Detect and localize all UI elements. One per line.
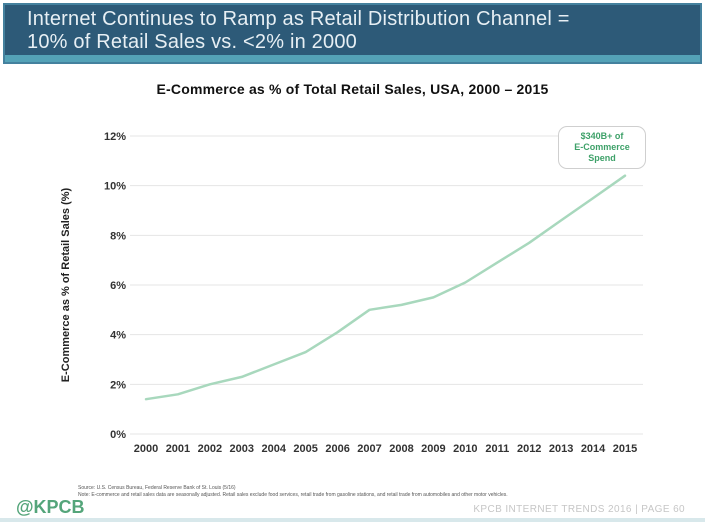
x-tick-label: 2004 xyxy=(261,443,286,455)
x-tick-label: 2003 xyxy=(230,443,254,455)
x-tick-label: 2006 xyxy=(325,443,349,455)
slide-header: Internet Continues to Ramp as Retail Dis… xyxy=(3,3,702,64)
y-tick-label: 2% xyxy=(110,379,126,391)
kpcb-logo: @KPCB xyxy=(16,497,85,517)
y-tick-label: 6% xyxy=(110,280,126,292)
x-tick-label: 2001 xyxy=(166,443,190,455)
annotation-callout: $340B+ of E-Commerce Spend xyxy=(558,126,646,169)
y-tick-label: 0% xyxy=(110,429,126,441)
source-line: Source: U.S. Census Bureau, Federal Rese… xyxy=(78,485,236,491)
header-accent-strip xyxy=(5,55,700,62)
x-tick-label: 2010 xyxy=(453,443,477,455)
y-tick-label: 8% xyxy=(110,230,126,242)
x-tick-label: 2002 xyxy=(198,443,222,455)
x-tick-label: 2012 xyxy=(517,443,541,455)
x-tick-label: 2000 xyxy=(134,443,158,455)
y-tick-label: 10% xyxy=(104,181,126,193)
x-tick-label: 2015 xyxy=(613,443,637,455)
x-tick-label: 2014 xyxy=(581,443,606,455)
x-tick-label: 2008 xyxy=(389,443,413,455)
y-tick-label: 4% xyxy=(110,330,126,342)
x-tick-label: 2007 xyxy=(357,443,381,455)
x-tick-label: 2013 xyxy=(549,443,573,455)
ecommerce-series-line xyxy=(144,174,627,401)
y-tick-label: 12% xyxy=(104,131,126,143)
footer-page-info: KPCB INTERNET TRENDS 2016 | PAGE 60 xyxy=(473,504,685,515)
note-line: Note: E-commerce and retail sales data a… xyxy=(78,492,508,498)
source-note: Source: U.S. Census Bureau, Federal Rese… xyxy=(78,485,558,499)
chart-title: E-Commerce as % of Total Retail Sales, U… xyxy=(156,81,549,97)
x-tick-label: 2005 xyxy=(293,443,317,455)
x-tick-label: 2009 xyxy=(421,443,445,455)
bottom-accent-strip xyxy=(0,518,705,522)
slide-title: Internet Continues to Ramp as Retail Dis… xyxy=(27,8,570,53)
x-tick-label: 2011 xyxy=(485,443,509,455)
